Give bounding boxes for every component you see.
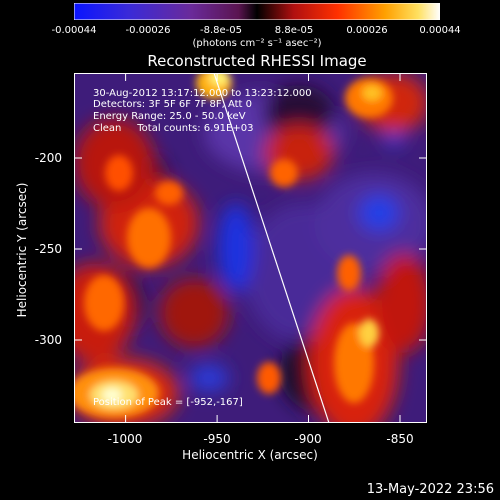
info-time-range: 30-Aug-2012 13:17:12.000 to 13:23:12.000	[93, 88, 312, 99]
y-tick-label: -250	[34, 242, 62, 256]
colorbar-tick-2: -0.00026	[125, 25, 171, 36]
info-detectors: Detectors: 3F 5F 6F 7F 8F, Att 0	[93, 99, 253, 110]
x-tick-label: -900	[294, 432, 322, 446]
colorbar-units: (photons cm⁻² s⁻¹ asec⁻²)	[192, 38, 322, 49]
x-tick-label: -950	[203, 432, 231, 446]
colorbar-tick-3: -8.8e-05	[200, 25, 242, 36]
y-tick-label: -200	[34, 151, 62, 165]
x-axis-label: Heliocentric X (arcsec)	[182, 448, 318, 462]
y-tick-label: -300	[34, 333, 62, 347]
info-clean-total-counts: Clean Total counts: 6.91E+03	[93, 123, 254, 134]
x-tick-label: -850	[386, 432, 414, 446]
rhessi-image	[74, 73, 427, 423]
timestamp: 13-May-2022 23:56	[366, 482, 494, 497]
colorbar-tick-6: 0.00044	[419, 25, 461, 36]
peak-position: Position of Peak = [-952,-167]	[93, 397, 243, 408]
colorbar-tick-4: 8.8e-05	[274, 25, 314, 36]
info-energy-range: Energy Range: 25.0 - 50.0 keV	[93, 111, 246, 122]
y-axis-label: Heliocentric Y (arcsec)	[15, 182, 29, 318]
colorbar	[74, 3, 440, 20]
image-title: Reconstructed RHESSI Image	[147, 52, 367, 70]
x-tick-label: -1000	[107, 432, 143, 446]
colorbar-tick-5: 0.00026	[346, 25, 388, 36]
colorbar-tick-1: -0.00044	[51, 25, 97, 36]
